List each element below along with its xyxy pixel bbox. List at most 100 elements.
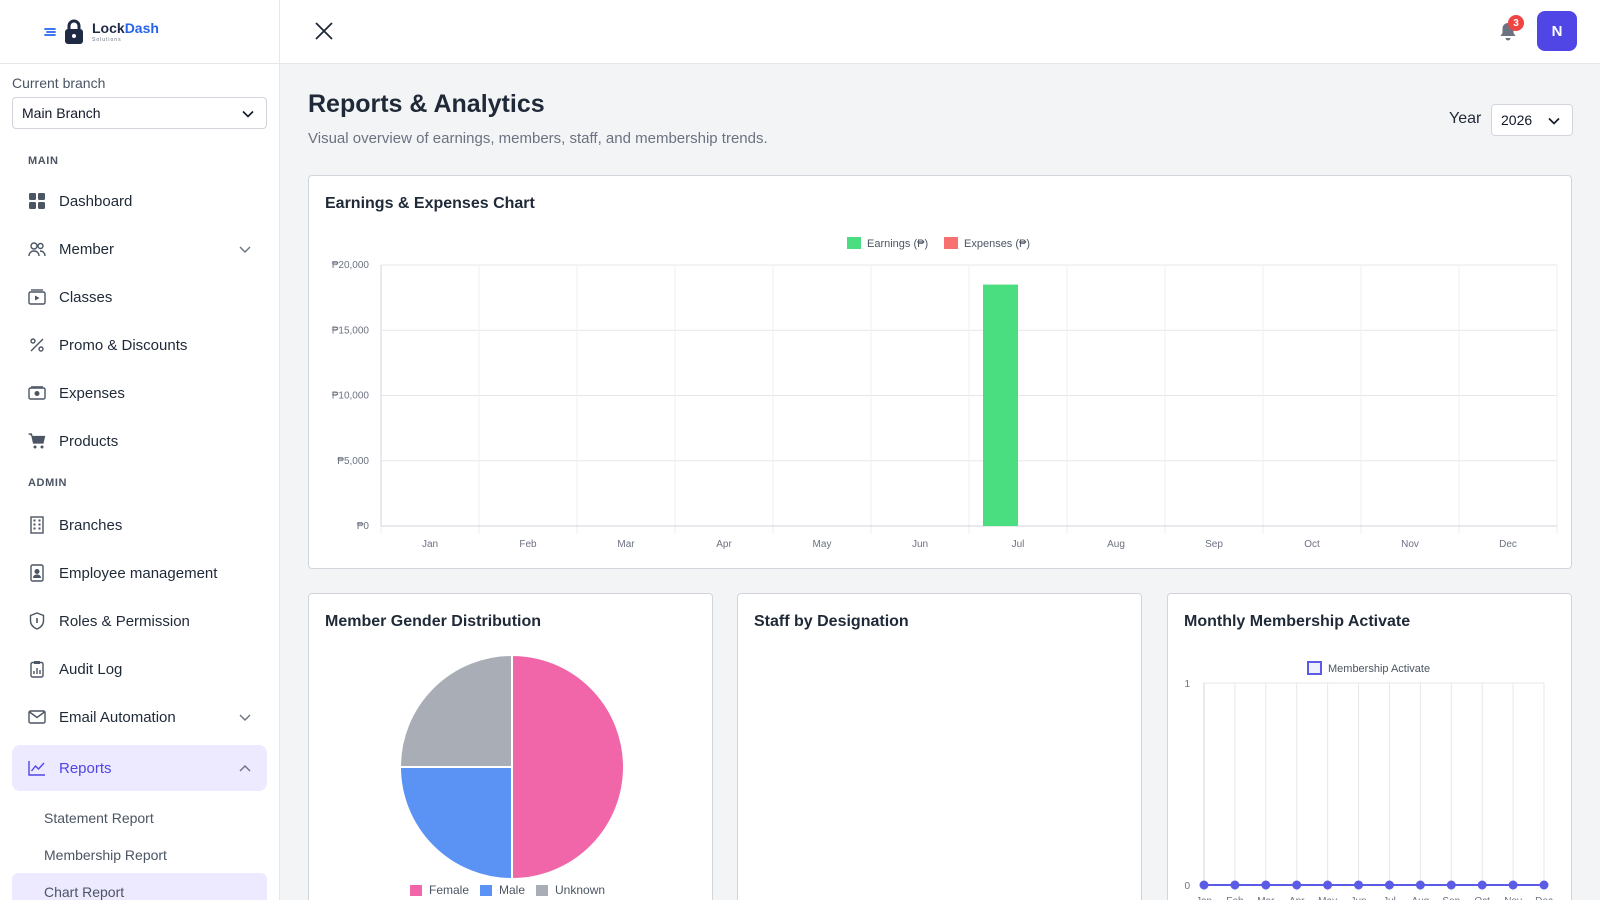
x-tick-label: Aug <box>1107 539 1125 550</box>
sidebar-item-products[interactable]: Products <box>0 417 279 465</box>
x-tick-label: Apr <box>1289 896 1305 900</box>
chevron-down-icon <box>239 710 251 722</box>
membership-point <box>1230 880 1240 890</box>
pie-slice-unknown <box>398 653 513 768</box>
x-tick-label: May <box>813 539 832 550</box>
sidebar-item-branches[interactable]: Branches <box>0 501 279 549</box>
sidebar-item-label: Audit Log <box>59 660 123 678</box>
branch-select-value: Main Branch <box>22 105 101 121</box>
grid-icon <box>28 192 46 210</box>
chevron-down-icon <box>242 105 254 121</box>
badge-icon <box>28 564 46 582</box>
x-tick-label: Aug <box>1411 896 1429 900</box>
year-select-value: 2026 <box>1501 112 1533 128</box>
x-tick-label: Jul <box>1012 539 1025 550</box>
x-tick-label: Oct <box>1304 539 1320 550</box>
legend-label-membership: Membership Activate <box>1328 663 1430 675</box>
legend-label-earnings: Earnings (₱) <box>867 238 928 250</box>
year-select[interactable]: 2026 <box>1491 104 1573 136</box>
membership-point <box>1415 880 1425 890</box>
sidebar-subitem-membership-report[interactable]: Membership Report <box>44 846 167 863</box>
x-tick-label: Jan <box>1196 896 1212 900</box>
card-title: Staff by Designation <box>754 613 909 630</box>
y-tick-label: ₱10,000 <box>332 391 370 402</box>
x-tick-label: Mar <box>617 539 635 550</box>
sidebar-item-roles[interactable]: Roles & Permission <box>0 597 279 645</box>
cash-icon <box>28 384 46 402</box>
membership-point <box>1446 880 1456 890</box>
page-subtitle: Visual overview of earnings, members, st… <box>308 130 768 147</box>
brand-name: LockDash <box>92 19 159 36</box>
x-tick-label: Dec <box>1535 896 1553 900</box>
x-tick-label: Apr <box>716 539 732 550</box>
membership-line-chart: 0 1 Jan Feb Mar Apr May Jun Jul Aug Sep Oct Nov Dec Me… <box>1184 661 1553 900</box>
sidebar-item-email-automation[interactable]: Email Automation <box>0 693 279 741</box>
brand[interactable]: LockDash Solutions <box>0 0 279 64</box>
x-tick-label: Jun <box>912 539 928 550</box>
x-tick-label: Jul <box>1383 896 1396 900</box>
sidebar-item-label: Reports <box>59 759 112 777</box>
card-title: Earnings & Expenses Chart <box>325 195 535 212</box>
y-tick-label: ₱20,000 <box>332 260 370 271</box>
sidebar-item-expenses[interactable]: Expenses <box>0 369 279 417</box>
branch-label: Current branch <box>12 75 106 91</box>
y-tick-label: 0 <box>1184 881 1190 892</box>
legend-label-female: Female <box>429 883 469 897</box>
y-tick-label: ₱15,000 <box>332 325 370 336</box>
chart-line-icon <box>28 759 46 777</box>
sidebar-subitem-chart-report[interactable]: Chart Report <box>12 873 267 900</box>
notification-badge: 3 <box>1508 15 1524 31</box>
membership-point <box>1539 880 1549 890</box>
sidebar-item-label: Email Automation <box>59 708 176 726</box>
branch-select[interactable]: Main Branch <box>12 97 267 129</box>
sidebar-item-promo[interactable]: Promo & Discounts <box>0 321 279 369</box>
legend-label-male: Male <box>499 883 525 897</box>
lock-logo-icon <box>64 19 84 45</box>
page-title: Reports & Analytics <box>308 90 545 118</box>
sidebar-item-label: Expenses <box>59 384 125 402</box>
sidebar-item-audit-log[interactable]: Audit Log <box>0 645 279 693</box>
menu-toggle-icon[interactable] <box>44 26 56 38</box>
card-title: Monthly Membership Activate <box>1184 613 1411 630</box>
section-label-main: MAIN <box>28 155 59 167</box>
sidebar-item-label: Products <box>59 432 119 450</box>
legend-label-unknown: Unknown <box>555 883 605 897</box>
legend-swatch-membership <box>1307 661 1322 675</box>
brand-text: LockDash Solutions <box>92 21 159 43</box>
x-tick-label: Feb <box>1226 896 1244 900</box>
earnings-chart-card: Earnings & Expenses Chart ₱0 ₱5,000 ₱10,00… <box>308 175 1572 569</box>
y-tick-label: ₱0 <box>357 521 370 532</box>
avatar[interactable]: N <box>1537 11 1577 51</box>
sidebar-item-member[interactable]: Member <box>0 225 279 273</box>
sidebar-item-classes[interactable]: Classes <box>0 273 279 321</box>
sidebar-item-label: Employee management <box>59 564 218 582</box>
legend-swatch-male <box>480 885 492 896</box>
sidebar-item-reports[interactable]: Reports <box>12 745 267 791</box>
sidebar-item-label: Promo & Discounts <box>59 336 188 354</box>
membership-point <box>1508 880 1518 890</box>
y-tick-label: 1 <box>1184 679 1190 690</box>
sidebar-item-label: Dashboard <box>59 192 133 210</box>
x-tick-label: Sep <box>1442 896 1460 900</box>
sidebar-item-label: Member <box>59 240 115 258</box>
membership-point <box>1323 880 1333 890</box>
chevron-up-icon <box>239 762 251 774</box>
legend-swatch-female <box>410 885 422 896</box>
y-tick-label: ₱5,000 <box>337 456 369 467</box>
sidebar-item-dashboard[interactable]: Dashboard <box>0 177 279 225</box>
sidebar-item-label: Branches <box>59 516 123 534</box>
gender-chart-card: Member Gender Distribution Female Male Unk… <box>308 593 713 900</box>
topbar: 3 N <box>280 0 1600 64</box>
earnings-chart: ₱0 ₱5,000 ₱10,000 ₱15,000 ₱20,000 Jan Feb Mar Ap… <box>332 237 1558 550</box>
close-icon[interactable] <box>314 21 334 41</box>
building-icon <box>28 516 46 534</box>
clipboard-icon <box>28 660 46 678</box>
sidebar-subitem-statement-report[interactable]: Statement Report <box>44 809 154 826</box>
chevron-down-icon <box>239 242 251 254</box>
section-label-admin: ADMIN <box>28 477 68 489</box>
users-icon <box>28 240 46 258</box>
year-label: Year <box>1449 110 1482 127</box>
sidebar-item-employee-management[interactable]: Employee management <box>0 549 279 597</box>
video-icon <box>28 288 46 306</box>
sidebar-item-label: Classes <box>59 288 113 306</box>
